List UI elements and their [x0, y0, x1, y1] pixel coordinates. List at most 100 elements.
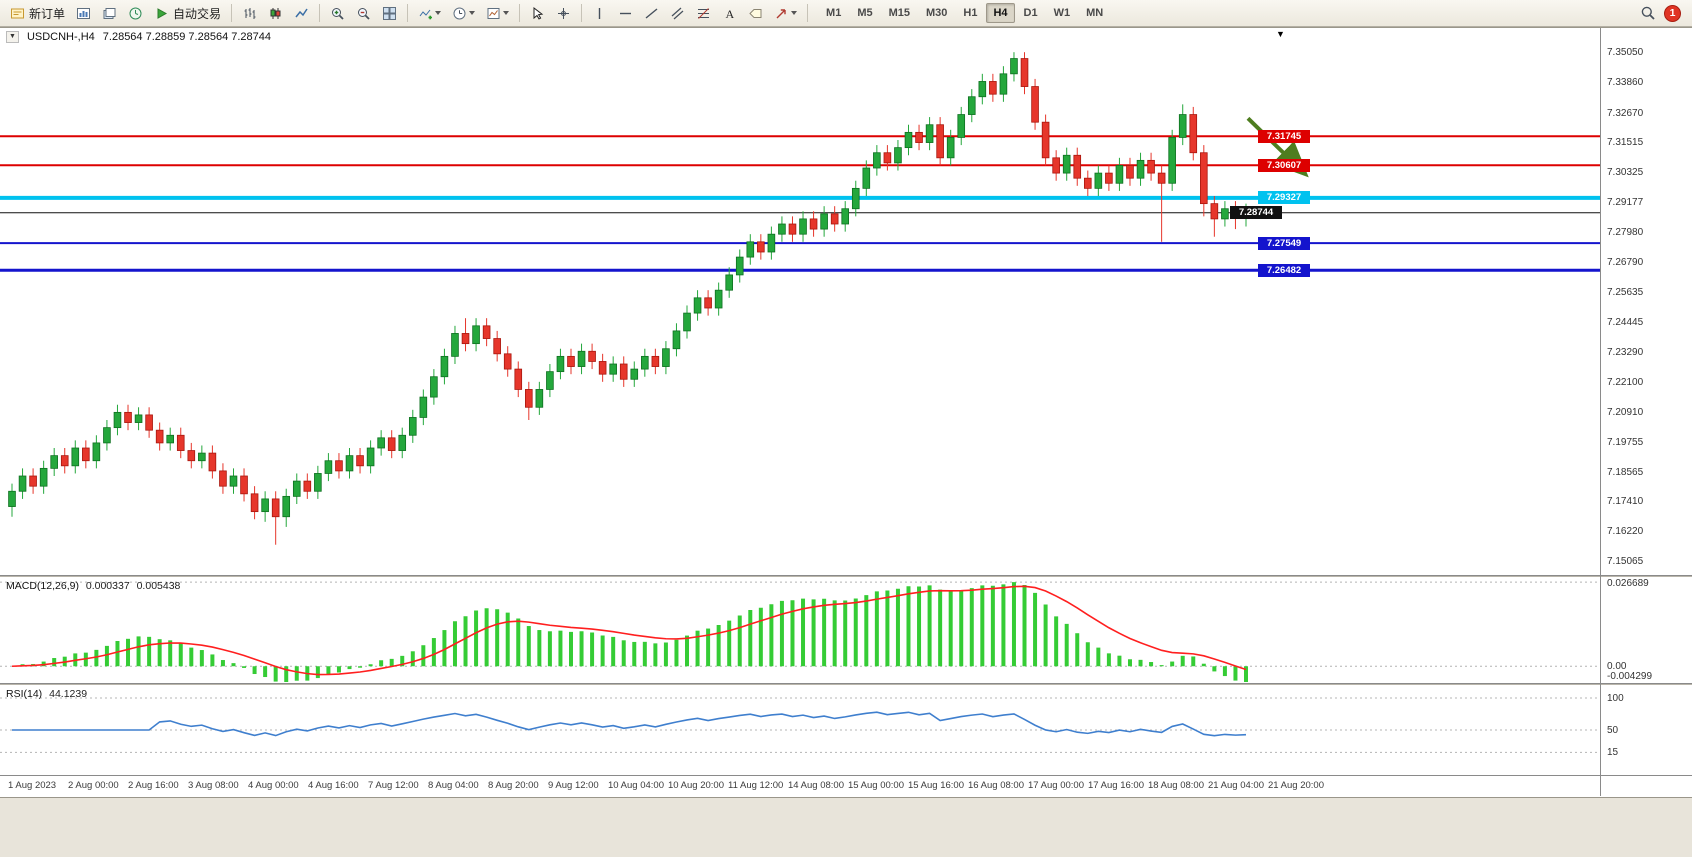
candle [345, 448, 354, 479]
arrows-icon [774, 6, 789, 21]
candle [493, 330, 501, 362]
price-axis-label: 7.33860 [1607, 77, 1644, 89]
pane-divider[interactable] [0, 575, 1692, 577]
tile-windows-button[interactable] [377, 2, 402, 24]
pane-divider[interactable] [0, 683, 1692, 685]
candle [1221, 201, 1229, 227]
rsi-axis-label: 100 [1607, 693, 1624, 704]
price-axis-label: 7.18565 [1607, 466, 1644, 478]
candle [989, 73, 997, 102]
trendline-button[interactable] [639, 2, 664, 24]
candle [809, 211, 818, 237]
timeframe-button-m5[interactable]: M5 [857, 7, 873, 19]
macd-label: MACD(12,26,9) [6, 580, 79, 592]
time-axis[interactable]: 1 Aug 2023 2 Aug 00:00 2 Aug 16:00 3 Aug 08… [0, 776, 1692, 796]
indicators-button[interactable] [413, 2, 446, 24]
new-order-button[interactable]: 新订单 [5, 2, 70, 24]
horizontal-line-button[interactable] [613, 2, 638, 24]
candle [1157, 165, 1166, 242]
search-button[interactable] [1635, 2, 1661, 24]
macd-axis[interactable]: 0.026689 0.00 -0.004299 [1601, 578, 1692, 682]
templates-button[interactable] [481, 2, 514, 24]
bar-chart-button[interactable] [237, 2, 262, 24]
candle [525, 381, 533, 420]
candle [60, 448, 69, 474]
profiles-icon [102, 6, 117, 21]
arrows-dropdown-caret[interactable] [791, 11, 798, 15]
price-axis-label: 7.29177 [1607, 196, 1644, 208]
line-chart-icon [294, 6, 309, 21]
candle [314, 465, 322, 499]
time-axis-label: 9 Aug 12:00 [548, 780, 599, 791]
price-plot[interactable] [0, 28, 1600, 574]
crosshair-button[interactable] [551, 2, 576, 24]
rsi-plot[interactable] [0, 686, 1600, 774]
timeframe-button-w1[interactable]: W1 [1053, 7, 1071, 19]
text-icon: A [722, 6, 737, 21]
candle [18, 468, 27, 499]
auto-trading-button[interactable]: 自动交易 [149, 2, 226, 24]
price-level-label: 7.26482 [1258, 263, 1310, 277]
line-chart-button[interactable] [289, 2, 314, 24]
candle [1168, 129, 1176, 191]
vertical-line-button[interactable] [587, 2, 612, 24]
candle [841, 201, 850, 232]
rsi-axis[interactable]: 100 50 15 [1601, 686, 1692, 774]
timeframe-button-m1[interactable]: M1 [826, 7, 842, 19]
candle [303, 473, 312, 499]
price-level-label: 7.29327 [1258, 191, 1310, 205]
zoom-in-button[interactable] [325, 2, 350, 24]
candle [957, 106, 966, 146]
candle [662, 341, 670, 375]
fibonacci-button[interactable] [691, 2, 716, 24]
candle [1083, 170, 1092, 196]
candle [145, 407, 153, 438]
text-label-button[interactable] [743, 2, 768, 24]
channel-button[interactable] [665, 2, 690, 24]
timeframe-button-h4[interactable]: H4 [986, 3, 1015, 23]
price-axis-label: 7.35050 [1607, 47, 1644, 59]
toolbar-separator [231, 4, 233, 22]
time-axis-label: 17 Aug 00:00 [1028, 780, 1084, 791]
macd-plot[interactable] [0, 578, 1600, 682]
time-axis-label: 14 Aug 08:00 [788, 780, 844, 791]
text-button[interactable]: A [717, 2, 742, 24]
timeframe-button-mn[interactable]: MN [1086, 7, 1104, 19]
candle [904, 124, 913, 156]
candle [714, 282, 723, 316]
timeframe-button-m15[interactable]: M15 [888, 7, 910, 19]
candle [440, 348, 449, 385]
chart-dropdown-icon[interactable]: ▼ [6, 31, 19, 43]
market-watch-button[interactable] [123, 2, 148, 24]
candle [915, 124, 923, 151]
time-axis-label: 15 Aug 00:00 [848, 780, 904, 791]
candle [408, 409, 417, 443]
candle [936, 117, 944, 166]
periods-dropdown-caret[interactable] [469, 11, 476, 15]
chart-window-button[interactable] [71, 2, 96, 24]
candle [746, 234, 755, 265]
templates-dropdown-caret[interactable] [503, 11, 510, 15]
indicators-dropdown-caret[interactable] [435, 11, 442, 15]
periods-button[interactable] [447, 2, 480, 24]
candle [598, 353, 607, 382]
candle [735, 249, 744, 283]
cursor-button[interactable] [525, 2, 550, 24]
price-axis[interactable]: 7.35050 7.33860 7.32670 7.31515 7.30325 7.291… [1601, 28, 1692, 574]
timeframe-button-h1[interactable]: H1 [963, 7, 978, 19]
zoom-out-button[interactable] [351, 2, 376, 24]
timeframe-button-m30[interactable]: M30 [926, 7, 948, 19]
candle [82, 440, 90, 469]
price-axis-label: 7.32670 [1607, 107, 1644, 119]
candle [324, 453, 333, 482]
price-level-label: 7.27549 [1258, 236, 1310, 250]
notification-badge[interactable]: 1 [1664, 4, 1681, 22]
price-level-label: 7.30607 [1258, 158, 1310, 172]
profiles-button[interactable] [97, 2, 122, 24]
timeframe-button-d1[interactable]: D1 [1023, 7, 1038, 19]
time-axis-label: 11 Aug 12:00 [728, 780, 784, 791]
candlestick-chart-button[interactable] [263, 2, 288, 24]
price-axis-label: 7.31515 [1607, 137, 1644, 149]
candle [50, 448, 58, 476]
arrows-button[interactable] [769, 2, 802, 24]
